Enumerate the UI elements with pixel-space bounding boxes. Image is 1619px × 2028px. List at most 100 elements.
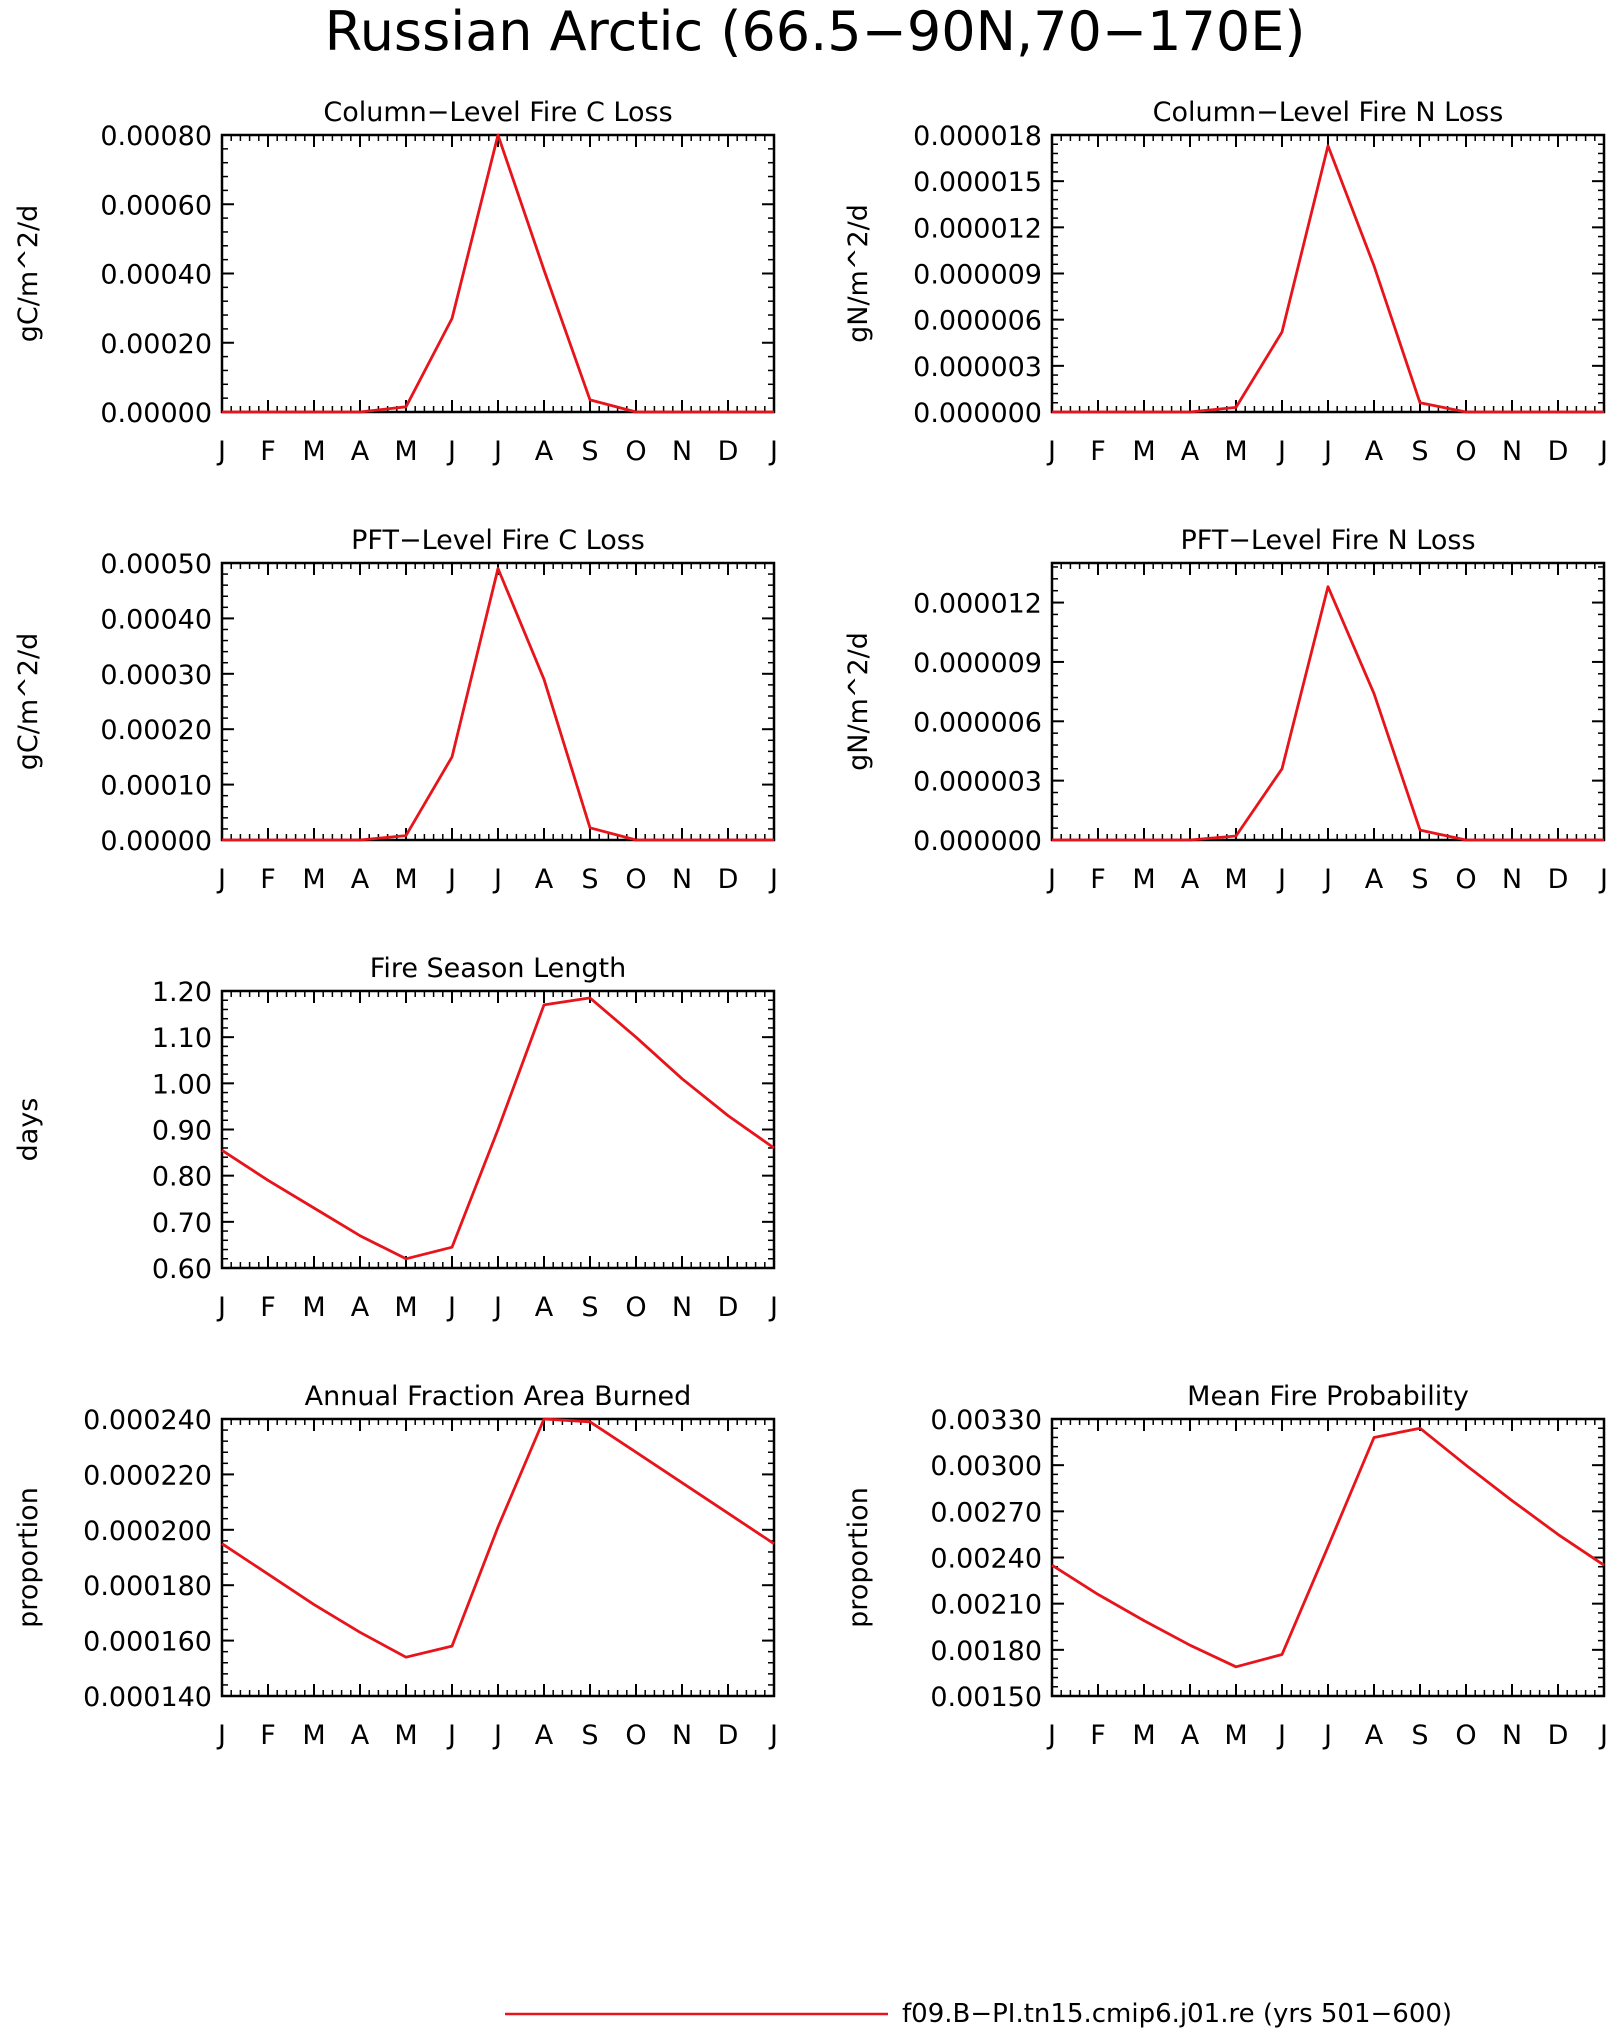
x-tick-label: J <box>1598 1720 1608 1751</box>
x-tick-label: M <box>1224 1720 1247 1751</box>
y-tick-label: 0.00020 <box>100 329 212 360</box>
y-tick-label: 0.00150 <box>930 1682 1042 1713</box>
x-tick-label: M <box>302 1720 325 1751</box>
x-tick-label: N <box>1502 864 1522 895</box>
y-tick-label: 0.000012 <box>913 213 1042 244</box>
y-tick-label: 0.000003 <box>913 352 1042 383</box>
x-tick-label: N <box>672 1720 692 1751</box>
chart-title: Column−Level Fire N Loss <box>1153 97 1504 128</box>
y-tick-label: 0.70 <box>152 1208 212 1239</box>
x-tick-label: J <box>1598 864 1608 895</box>
series-line <box>221 1417 775 1659</box>
x-tick-label: A <box>1181 864 1200 895</box>
y-tick-label: 0.000180 <box>83 1571 212 1602</box>
x-tick-label: M <box>394 436 417 467</box>
plot-frame <box>220 133 776 414</box>
y-tick-label: 0.000000 <box>913 398 1042 429</box>
y-tick-label: 0.000220 <box>83 1460 212 1491</box>
y-tick-label: 0.00060 <box>100 190 212 221</box>
chart-title: Column−Level Fire C Loss <box>323 97 672 128</box>
y-tick-label: 0.00030 <box>100 660 212 691</box>
x-tick-label: J <box>1322 436 1332 467</box>
x-tick-label: A <box>1181 1720 1200 1751</box>
y-tick-label: 0.00000 <box>100 826 212 857</box>
plot-frame <box>220 561 776 842</box>
y-tick-label: 0.00080 <box>100 121 212 152</box>
x-tick-label: M <box>1224 864 1247 895</box>
y-tick-label: 0.000009 <box>913 260 1042 291</box>
x-tick-label: N <box>1502 1720 1522 1751</box>
y-tick-label: 0.000000 <box>913 826 1042 857</box>
x-tick-label: D <box>1548 436 1569 467</box>
x-tick-label: A <box>535 1720 554 1751</box>
y-tick-label: 0.000009 <box>913 648 1042 679</box>
y-tick-label: 0.000012 <box>913 589 1042 620</box>
x-tick-label: N <box>1502 436 1522 467</box>
y-axis-label: gC/m^2/d <box>13 205 44 342</box>
x-tick-label: J <box>1046 1720 1056 1751</box>
x-tick-label: M <box>302 436 325 467</box>
y-tick-label: 0.00050 <box>100 549 212 580</box>
y-tick-label: 0.00210 <box>930 1590 1042 1621</box>
x-tick-label: J <box>446 1720 456 1751</box>
x-tick-label: M <box>1132 864 1155 895</box>
y-tick-label: 0.000015 <box>913 167 1042 198</box>
x-tick-label: O <box>625 436 646 467</box>
x-tick-label: A <box>1365 864 1384 895</box>
x-tick-label: D <box>718 1292 739 1323</box>
x-tick-label: M <box>302 864 325 895</box>
x-tick-label: A <box>1365 436 1384 467</box>
chart-title: Fire Season Length <box>370 953 626 984</box>
y-axis-label: proportion <box>13 1487 44 1628</box>
x-tick-label: M <box>1224 436 1247 467</box>
x-tick-label: J <box>492 436 502 467</box>
x-tick-label: O <box>1455 1720 1476 1751</box>
y-tick-label: 1.20 <box>152 977 212 1008</box>
y-tick-label: 0.000160 <box>83 1627 212 1658</box>
y-tick-label: 0.000006 <box>913 306 1042 337</box>
y-tick-label: 1.10 <box>152 1023 212 1054</box>
x-tick-label: J <box>216 1292 226 1323</box>
x-tick-label: N <box>672 864 692 895</box>
x-tick-label: J <box>768 1292 778 1323</box>
x-tick-label: J <box>1046 436 1056 467</box>
x-tick-label: M <box>1132 436 1155 467</box>
y-tick-label: 0.00000 <box>100 398 212 429</box>
x-tick-label: S <box>1411 436 1428 467</box>
y-tick-label: 0.00330 <box>930 1405 1042 1436</box>
y-axis-label: proportion <box>843 1487 874 1628</box>
series-line <box>222 567 774 842</box>
chart-title: Mean Fire Probability <box>1187 1381 1469 1412</box>
y-tick-label: 0.000006 <box>913 707 1042 738</box>
x-tick-label: F <box>260 864 276 895</box>
x-tick-label: S <box>1411 1720 1428 1751</box>
x-tick-label: A <box>1181 436 1200 467</box>
plot-frame <box>1050 133 1606 414</box>
x-tick-label: J <box>492 1292 502 1323</box>
x-tick-label: S <box>581 1292 598 1323</box>
x-tick-label: M <box>1132 1720 1155 1751</box>
x-tick-label: M <box>394 864 417 895</box>
x-tick-label: J <box>492 864 502 895</box>
y-axis-label: gN/m^2/d <box>843 632 874 771</box>
x-tick-label: S <box>581 436 598 467</box>
x-tick-label: M <box>302 1292 325 1323</box>
x-tick-label: N <box>672 1292 692 1323</box>
x-tick-label: D <box>718 864 739 895</box>
y-tick-label: 0.00240 <box>930 1544 1042 1575</box>
plot-frame <box>1050 561 1606 842</box>
x-tick-label: J <box>492 1720 502 1751</box>
legend: f09.B−PI.tn15.cmip6.j01.re (yrs 501−600) <box>505 1999 1452 2028</box>
x-tick-label: M <box>394 1292 417 1323</box>
x-tick-label: S <box>1411 864 1428 895</box>
plot-frame <box>220 1417 776 1698</box>
series-line <box>1052 585 1604 842</box>
x-tick-label: A <box>535 864 554 895</box>
